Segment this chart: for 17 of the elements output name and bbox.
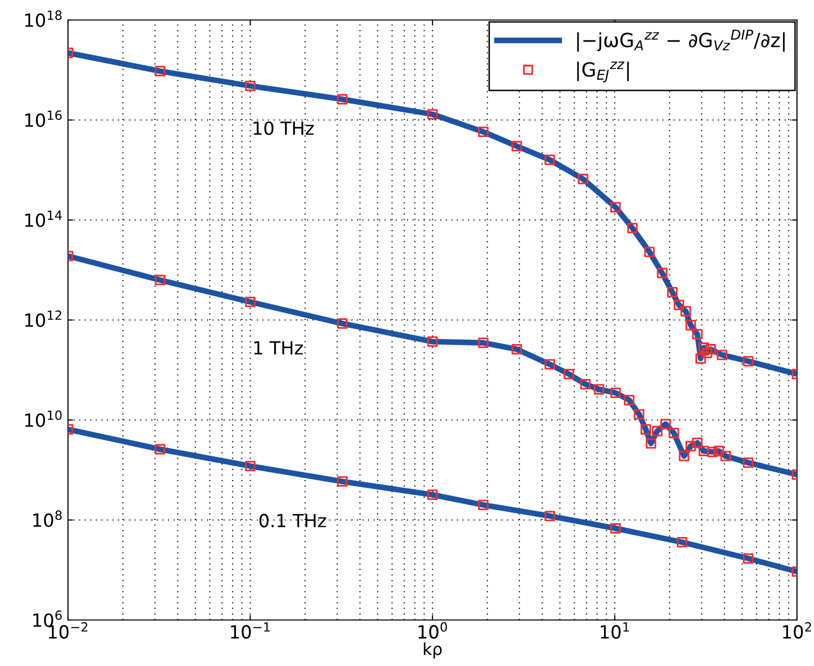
- x-tick-label: 10$^{0}$: [418, 622, 447, 639]
- x-tick-label: 10$^{1}$: [600, 622, 629, 639]
- x-axis-title: kρ: [424, 642, 442, 658]
- annotation: 0.1 THz: [259, 514, 326, 528]
- y-tick-label: 10$^{16}$: [25, 110, 62, 127]
- legend-label: |G$_{EJ}$$^{zz}$|: [577, 62, 629, 82]
- y-tick-label: 10$^{8}$: [33, 510, 62, 527]
- annotation: 10 THz: [254, 121, 314, 136]
- x-tick-label: 10$^{2}$: [783, 622, 812, 639]
- y-tick-label: 10$^{18}$: [25, 10, 62, 27]
- legend-label: |−jωG$_{A}$$^{zz}$ − ∂G$_{Vz}$$^{DIP}$/∂z|: [577, 30, 785, 52]
- y-tick-label: 10$^{10}$: [25, 410, 62, 427]
- y-tick-label: 10$^{12}$: [25, 310, 62, 327]
- x-tick-label: 10$^{−1}$: [231, 622, 270, 639]
- y-tick-label: 10$^{6}$: [33, 610, 62, 627]
- annotation: 1 THz: [254, 341, 303, 354]
- y-tick-label: 10$^{14}$: [25, 210, 62, 227]
